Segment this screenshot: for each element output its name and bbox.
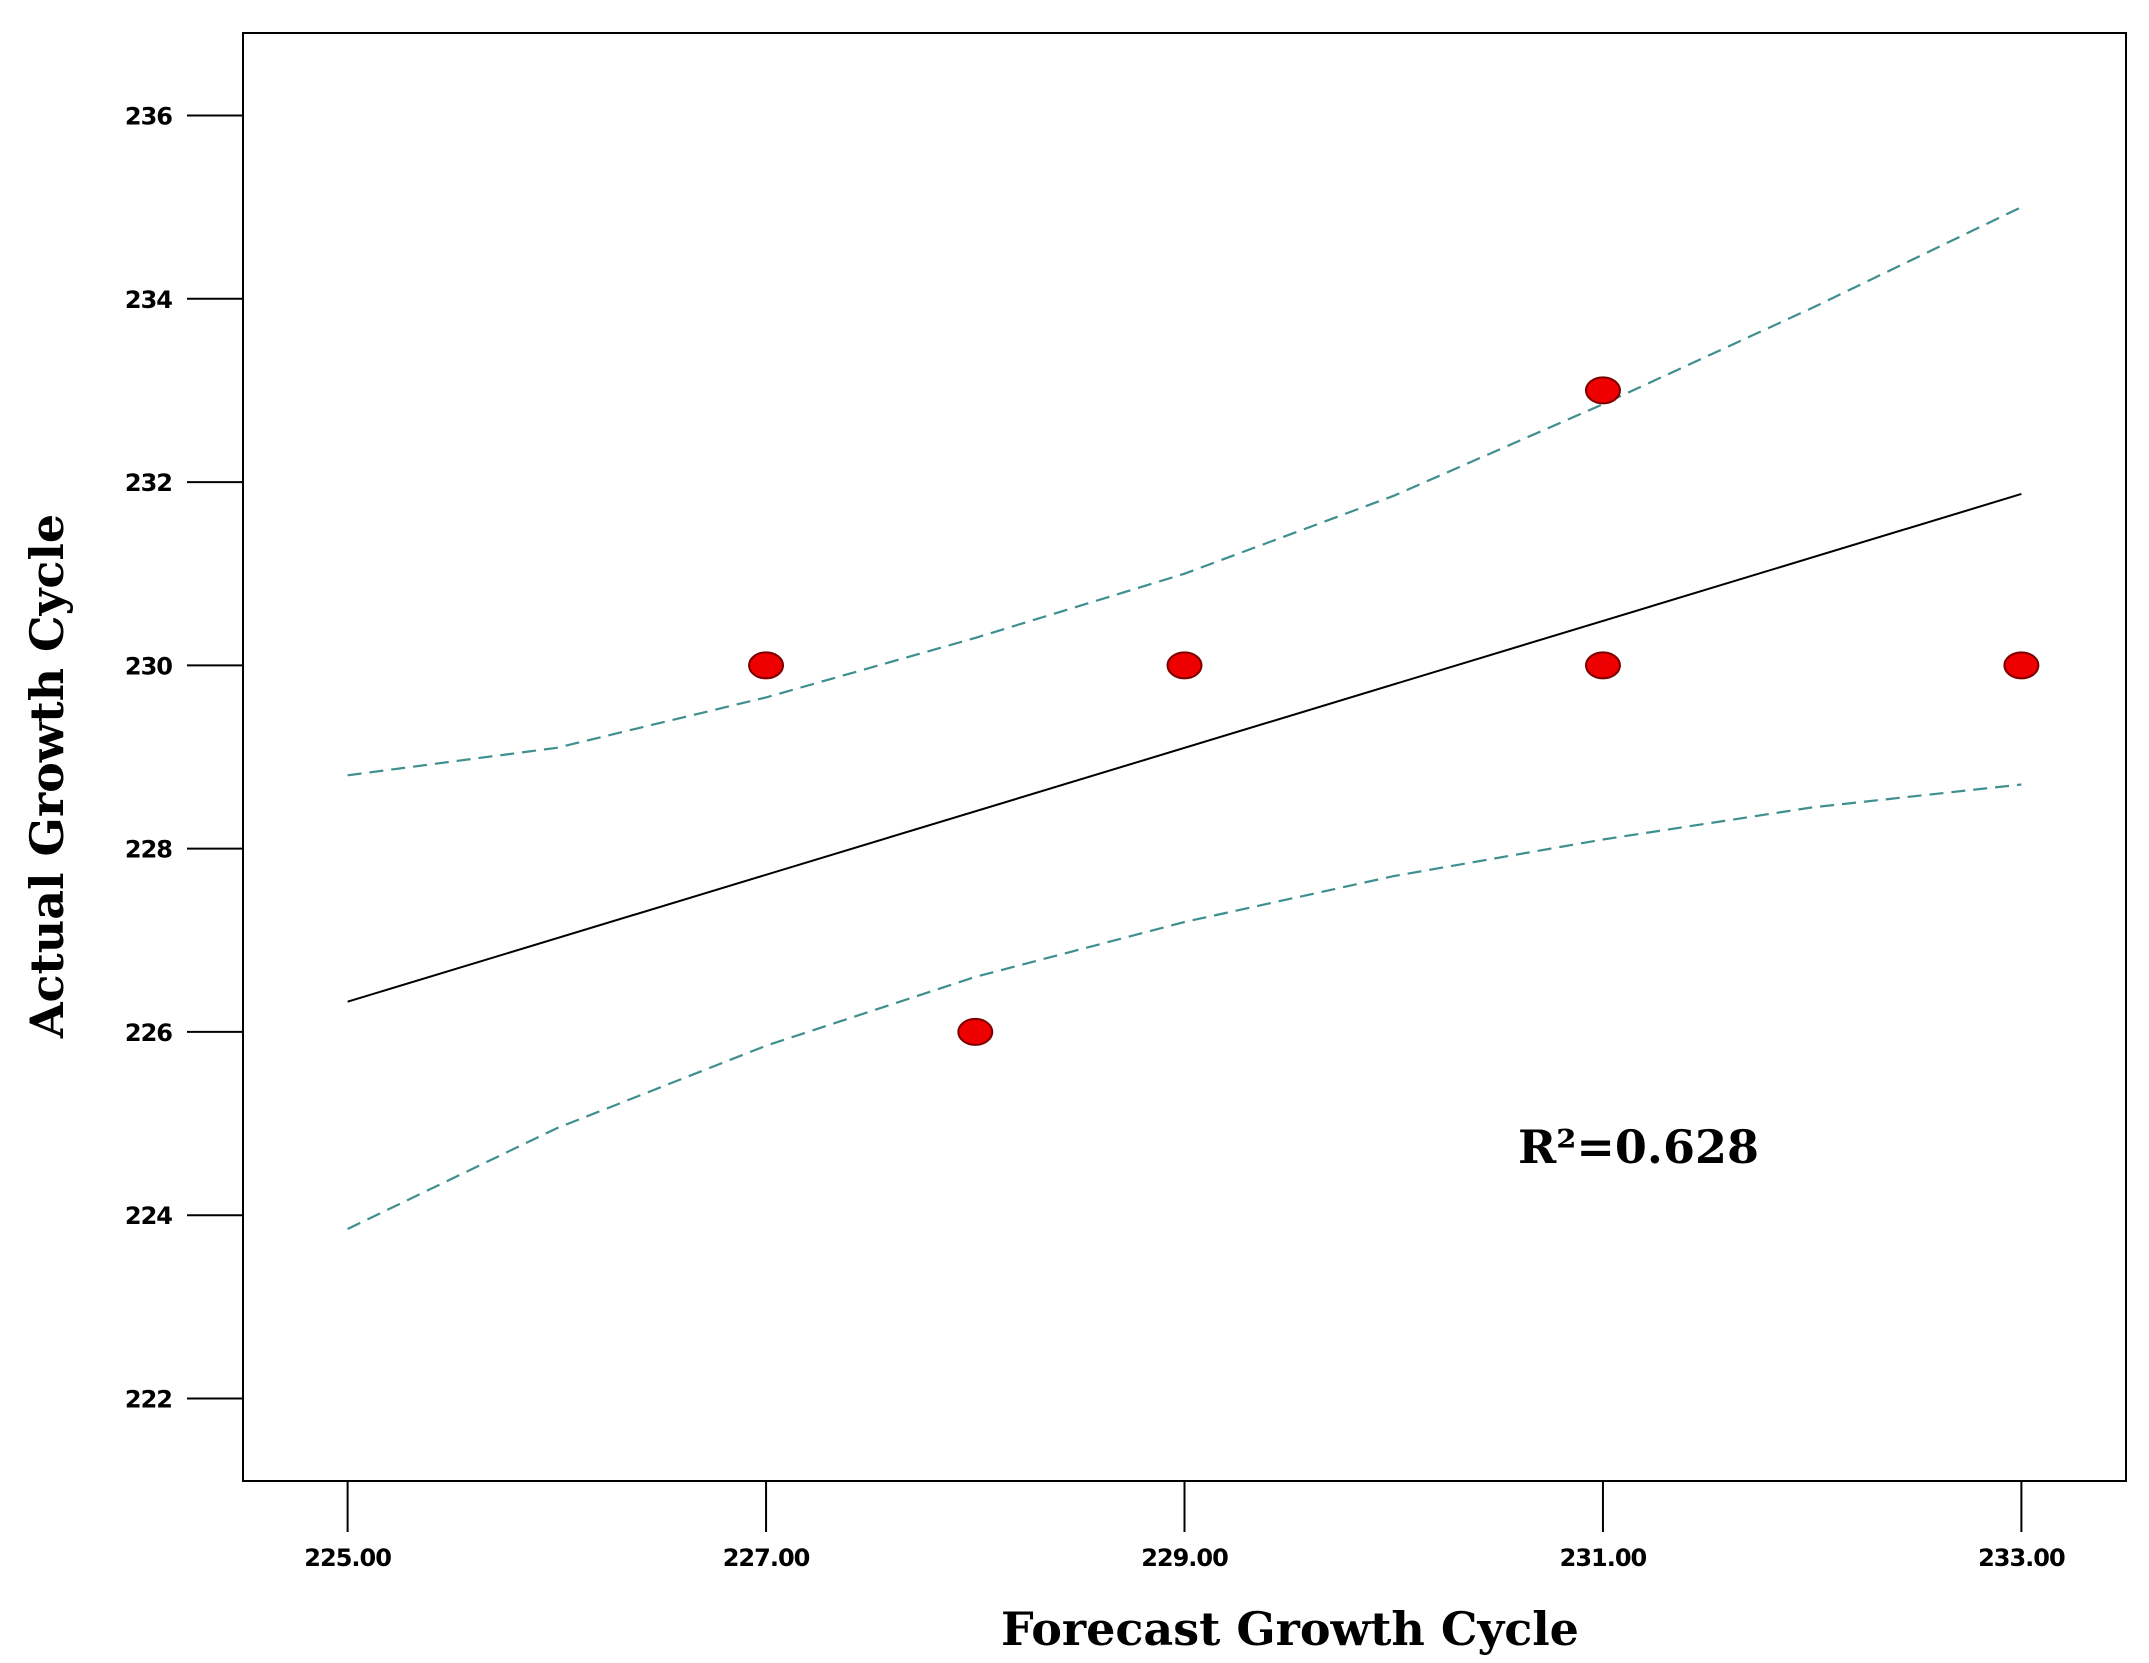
- fit-line-group: [347, 493, 2022, 1003]
- r-squared-annotation: R²=0.628: [1518, 1120, 1759, 1174]
- y-tick-label: 230: [125, 652, 172, 680]
- y-tick-label: 236: [125, 102, 172, 130]
- x-tick-label: 231.00: [1560, 1544, 1647, 1572]
- y-tick-label: 228: [125, 836, 172, 864]
- confidence-bands: [347, 206, 2022, 1230]
- data-point: [957, 1017, 994, 1046]
- x-tick-label: 227.00: [723, 1544, 810, 1572]
- x-tick-label: 225.00: [304, 1544, 391, 1572]
- y-axis-ticks: 222 224 226 228 230 232 234 236: [125, 102, 243, 1414]
- data-point: [748, 651, 785, 680]
- x-tick-label: 233.00: [1978, 1544, 2065, 1572]
- y-tick-label: 232: [125, 469, 172, 497]
- x-axis-ticks: 225.00 227.00 229.00 231.00 233.00: [304, 1481, 2066, 1572]
- fit-line: [347, 493, 2022, 1003]
- plot-frame: [242, 32, 2127, 1482]
- data-points: [748, 376, 2040, 1046]
- x-tick-label: 229.00: [1141, 1544, 1228, 1572]
- x-axis-title: Forecast Growth Cycle: [1001, 1602, 1579, 1656]
- data-point: [1584, 651, 1621, 680]
- y-tick-label: 234: [125, 286, 172, 314]
- data-point: [2003, 651, 2040, 680]
- upper-confidence-band: [347, 206, 2022, 777]
- data-point: [1166, 651, 1203, 680]
- lower-confidence-band: [347, 783, 2022, 1230]
- y-tick-label: 226: [125, 1019, 172, 1047]
- y-axis-title: Actual Growth Cycle: [20, 514, 74, 1039]
- y-tick-label: 222: [125, 1386, 172, 1414]
- y-tick-label: 224: [125, 1202, 172, 1230]
- data-point: [1584, 376, 1621, 405]
